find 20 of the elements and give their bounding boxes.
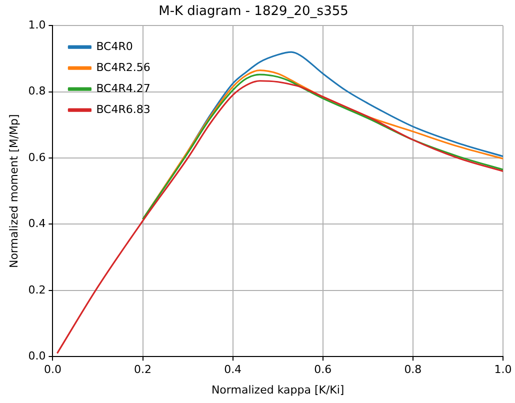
y-tick-label: 0.4: [28, 217, 46, 230]
y-tick-label: 0.2: [28, 283, 46, 296]
x-axis-title: Normalized kappa [K/Ki]: [211, 383, 344, 396]
x-tick-label: 0.6: [314, 363, 332, 376]
legend-label: BC4R2.56: [96, 60, 150, 74]
legend-label: BC4R0: [96, 40, 133, 53]
x-tick-label: 1.0: [494, 363, 512, 376]
legend-label: BC4R4.27: [96, 82, 150, 95]
x-tick-label: 0.0: [44, 363, 62, 376]
line-series: [56, 80, 503, 354]
y-tick-label: 0.0: [28, 349, 46, 362]
y-tick-label: 0.6: [28, 150, 46, 164]
y-tick-label: 1.0: [28, 18, 46, 32]
chart-title: M-K diagram - 1829_20_s355: [158, 4, 348, 20]
legend-label: BC4R6.83: [96, 102, 150, 116]
y-axis-title: Normalized moment [M/Mp]: [7, 114, 20, 268]
x-tick-label: 0.8: [404, 363, 422, 376]
x-tick-label: 0.4: [224, 363, 242, 376]
x-tick-label: 0.2: [134, 363, 152, 376]
y-tick-label: 0.8: [28, 84, 46, 98]
